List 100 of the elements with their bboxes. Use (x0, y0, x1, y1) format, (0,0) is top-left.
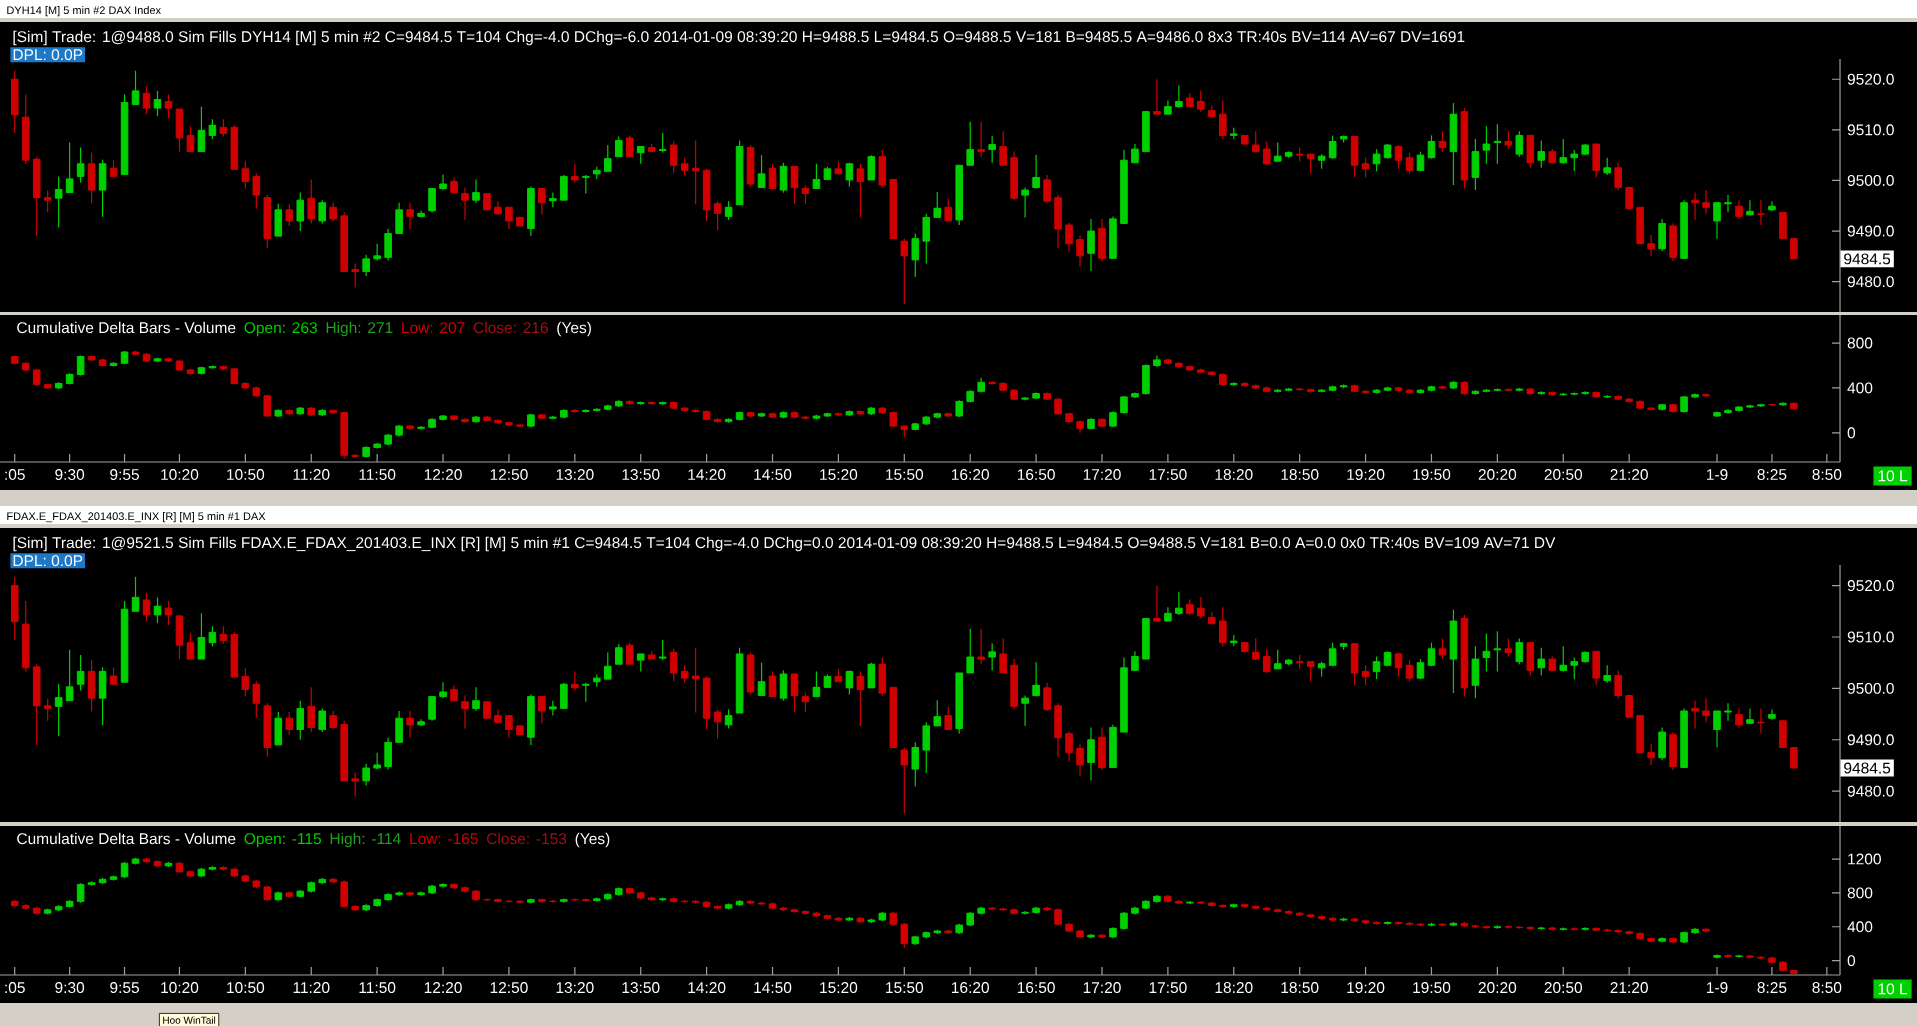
x-tick-label: 17:50 (1149, 469, 1187, 481)
candlestick (1427, 134, 1436, 160)
x-tick-label: 19:50 (1413, 982, 1451, 994)
x-tick-label: 12:50 (490, 469, 528, 481)
candlestick (724, 200, 733, 221)
annotation: (Yes) (575, 832, 610, 848)
candlestick (812, 670, 821, 698)
candlestick (1790, 238, 1798, 260)
candlestick (867, 662, 876, 689)
x-tick-label: 9:55 (110, 982, 139, 994)
candlestick (922, 213, 931, 265)
candlestick (54, 683, 63, 737)
candlestick (318, 199, 327, 225)
candlestick (1647, 234, 1655, 257)
candlestick (538, 187, 546, 216)
candlestick (658, 132, 667, 154)
candlestick (1153, 78, 1161, 115)
candlestick (1032, 661, 1040, 698)
candlestick (999, 130, 1007, 166)
candlestick (582, 174, 590, 195)
candlestick (142, 592, 151, 622)
y-tick-label: 0 (1847, 427, 1856, 439)
y-tick-label: 9510.0 (1847, 631, 1894, 643)
candlestick (1493, 630, 1502, 673)
x-tick-label: 11:20 (293, 469, 330, 481)
candlestick (186, 125, 195, 153)
candlestick (1306, 661, 1315, 683)
candlestick (1647, 743, 1655, 766)
candlestick (1559, 645, 1568, 673)
candlestick (768, 163, 777, 190)
text: 9484.5 (1844, 253, 1891, 265)
candlestick (691, 647, 700, 714)
candlestick (1065, 730, 1073, 762)
candlestick (856, 670, 865, 727)
candlestick (1746, 199, 1754, 216)
candlestick (1032, 154, 1040, 190)
candlestick (1482, 125, 1491, 165)
candlestick (1570, 656, 1579, 680)
candlestick (373, 243, 381, 261)
candlestick (351, 262, 359, 288)
candlestick (582, 682, 590, 703)
chart-title: Cumulative Delta Bars - Volume (17, 321, 236, 334)
x-tick-label: 20:20 (1478, 469, 1517, 481)
x-tick-label: 10:50 (227, 469, 265, 481)
candlestick (691, 139, 700, 205)
y-tick-label: 1200 (1848, 853, 1881, 865)
candlestick (1251, 130, 1260, 154)
x-tick-label: 11:50 (359, 982, 396, 994)
x-tick-label: 19:20 (1347, 469, 1385, 481)
text: 10 L (1878, 470, 1908, 482)
x-tick-label: 21:20 (1610, 982, 1648, 994)
candlestick (1262, 140, 1271, 166)
candlestick (944, 706, 953, 731)
candlestick (1405, 659, 1414, 683)
candlestick (911, 232, 920, 278)
candlestick (1076, 743, 1084, 777)
y-tick-label: 9500.0 (1847, 174, 1894, 186)
candlestick (1438, 637, 1447, 660)
annotation: High: -114 (330, 832, 401, 848)
candlestick (801, 692, 810, 713)
candlestick (329, 710, 338, 731)
candlestick (406, 710, 414, 739)
candlestick (164, 600, 173, 626)
x-tick-label: 8:25 (1757, 469, 1787, 481)
candlestick (153, 596, 162, 624)
candlestick (911, 741, 920, 788)
x-tick-label: 20:50 (1544, 982, 1583, 994)
candlestick (406, 202, 414, 230)
candlestick (1768, 200, 1776, 212)
candlestick (329, 202, 338, 222)
candlestick (658, 639, 667, 661)
candlestick (65, 649, 74, 702)
x-tick-label: 1-9 (1707, 982, 1728, 994)
candlestick (1614, 162, 1622, 191)
candlestick (1197, 596, 1205, 620)
candlestick (1394, 651, 1403, 678)
y-tick-label: 800 (1847, 887, 1873, 899)
x-tick-label: 14:50 (754, 469, 792, 481)
candlestick (713, 200, 722, 231)
x-tick-label: 9:30 (55, 469, 85, 481)
candlestick (76, 354, 85, 377)
x-tick-label: 21:20 (1610, 469, 1648, 481)
x-tick-label: 18:20 (1215, 982, 1253, 994)
candlestick (1021, 186, 1029, 218)
candlestick (307, 686, 316, 733)
candlestick (560, 174, 568, 201)
candlestick (1482, 632, 1491, 673)
y-tick-label: 9480.0 (1847, 785, 1894, 797)
candlestick (439, 173, 447, 191)
candlestick (1702, 189, 1710, 215)
candlestick (966, 121, 974, 166)
candlestick (208, 118, 217, 140)
candlestick (76, 882, 85, 904)
x-tick-label: 15:50 (886, 982, 924, 994)
y-tick-label: 9510.0 (1847, 124, 1894, 136)
candlestick (1076, 235, 1084, 268)
annotation: High: 271 (326, 321, 393, 337)
candlestick (142, 85, 151, 115)
candlestick (1735, 199, 1743, 220)
chart-title: FDAX.E_FDAX_201403.E_INX [R] [M] 5 min #1 DAX (7, 512, 266, 523)
